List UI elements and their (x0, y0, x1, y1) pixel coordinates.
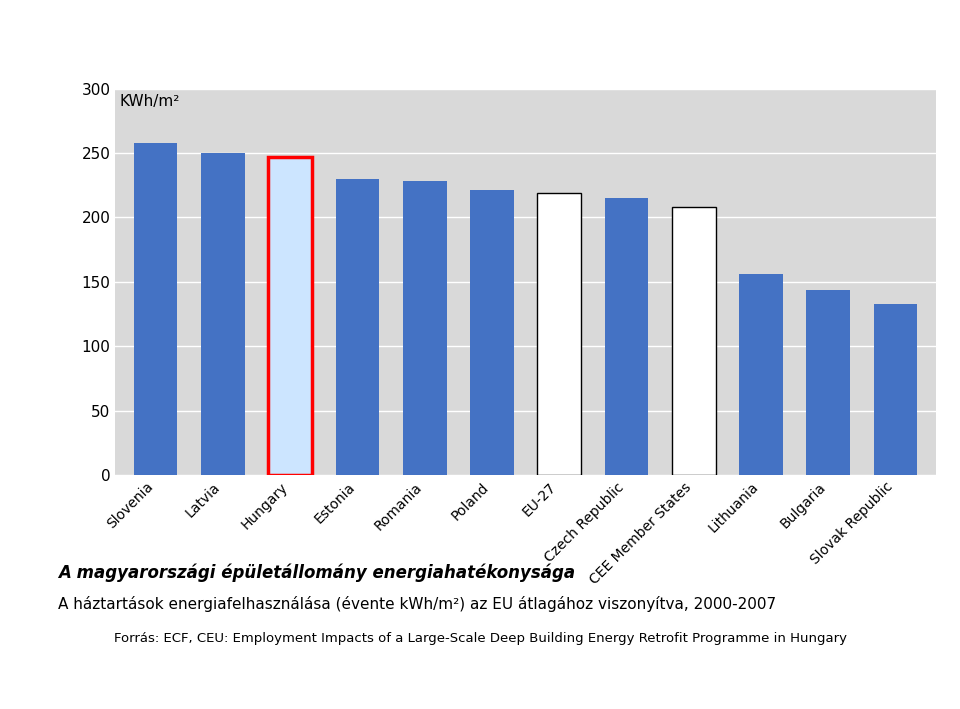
Text: A háztartások energiafelhasználása (évente kWh/m²) az EU átlagához viszonyítva, : A háztartások energiafelhasználása (éven… (58, 596, 776, 612)
Bar (201, 153, 245, 475)
Text: KWh/m²: KWh/m² (119, 94, 180, 109)
Bar (874, 303, 918, 475)
Text: Forrás: ECF, CEU: Employment Impacts of a Large-Scale Deep Building Energy Retro: Forrás: ECF, CEU: Employment Impacts of … (113, 632, 847, 645)
Bar (806, 289, 851, 475)
Text: Jelenlegi helyzetünk – európai viszonylatban: Jelenlegi helyzetünk – európai viszonyla… (97, 22, 863, 52)
Bar (470, 191, 514, 475)
Bar (336, 179, 379, 475)
Bar (605, 198, 648, 475)
Bar (538, 193, 581, 475)
Bar (268, 157, 312, 475)
Bar (672, 207, 715, 475)
Bar (739, 274, 783, 475)
Bar (133, 143, 178, 475)
Text: A magyarországi épületállomány energiahatékonysága: A magyarországi épületállomány energiaha… (58, 564, 575, 582)
Bar (403, 182, 446, 475)
